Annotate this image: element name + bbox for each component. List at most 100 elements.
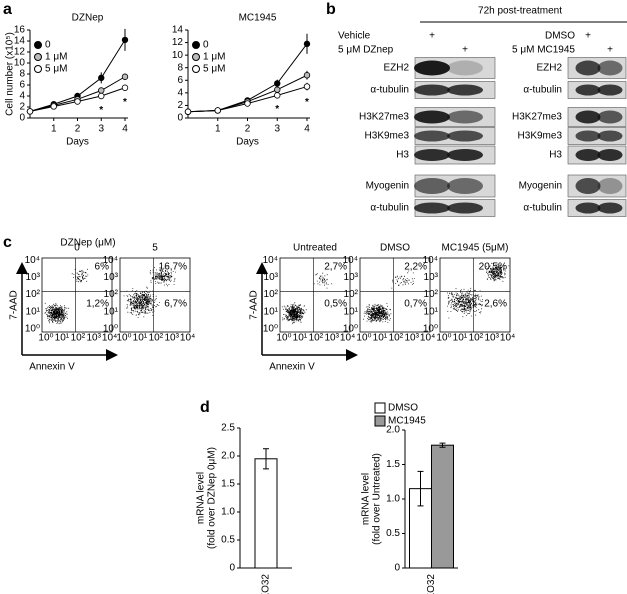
- flow-tick-label: 10²: [71, 333, 86, 344]
- annotation: *: [275, 104, 279, 115]
- blot-band: [575, 178, 601, 194]
- panel-label: b: [326, 1, 336, 18]
- blot-band: [414, 84, 450, 96]
- flow-tick-label: 10⁴: [263, 255, 278, 266]
- y-tick-label: 4: [177, 87, 183, 98]
- blot-band: [597, 110, 623, 124]
- annotation: *: [305, 97, 309, 108]
- blot-band: [414, 149, 450, 161]
- data-point: [274, 92, 281, 99]
- error-bar: [417, 470, 424, 507]
- protein-label: α-tubulin: [370, 85, 409, 96]
- y-tick-label: 2.0: [221, 451, 235, 462]
- flow-tick-label: 10⁰: [436, 333, 451, 344]
- protein-label: H3K27me3: [512, 112, 562, 123]
- blot-band: [447, 202, 483, 214]
- y-tick-label: 1.5: [221, 479, 235, 490]
- flow-tick-label: 10²: [469, 333, 484, 344]
- bar: [254, 458, 278, 569]
- condition-label: 5 μM DZnep: [338, 45, 394, 56]
- x-axis-label: Days: [66, 137, 89, 148]
- flow-tick-label: 10²: [104, 289, 119, 300]
- legend-label: 5 μM: [45, 64, 67, 75]
- flow-tick-label: 10²: [149, 333, 164, 344]
- bar: [431, 444, 454, 569]
- flow-tick-label: 10⁴: [180, 333, 195, 344]
- panel-label: a: [3, 1, 12, 18]
- error-bar: [439, 442, 446, 448]
- flow-tick-label: 10³: [325, 333, 340, 344]
- y-tick-label: 0: [177, 113, 183, 124]
- x-tick-label: 4: [304, 124, 310, 135]
- legend-marker: [192, 53, 200, 61]
- flow-tick-label: 10¹: [104, 306, 119, 317]
- blot-band: [447, 178, 483, 194]
- blot-band: [597, 60, 623, 76]
- blot-band: [447, 84, 483, 96]
- legend-marker: [192, 65, 200, 73]
- y-tick-label: 10: [172, 50, 184, 61]
- blot-band: [597, 84, 623, 96]
- flow-tick-label: 10⁴: [420, 333, 435, 344]
- blot-band: [597, 130, 623, 142]
- protein-label: α-tubulin: [523, 203, 562, 214]
- condition-label: 5 μM MC1945: [512, 45, 575, 56]
- y-tick-label: 12: [172, 37, 184, 48]
- x-tick-label: 2: [75, 124, 81, 135]
- protein-label: H3K27me3: [359, 112, 409, 123]
- blot-band: [575, 60, 601, 76]
- x-tick-label: 3: [274, 124, 280, 135]
- y-tick-label: 1.0: [221, 507, 235, 518]
- flow-plot: [41, 257, 113, 333]
- condition-label: Vehicle: [338, 31, 371, 42]
- flow-header: DZNep (μM): [60, 238, 115, 249]
- flow-tick-label: 10¹: [133, 333, 148, 344]
- protein-label: α-tubulin: [370, 203, 409, 214]
- x-axis-label: Days: [236, 137, 259, 148]
- protein-label: EZH2: [536, 63, 562, 74]
- flow-tick-label: 10²: [344, 289, 359, 300]
- blot-band: [575, 149, 601, 161]
- data-point: [184, 108, 192, 115]
- flow-tick-label: 10⁰: [343, 324, 358, 335]
- y-tick-label: 6: [19, 80, 25, 91]
- error-bar: [263, 448, 269, 470]
- plot-label: Untreated: [293, 243, 337, 254]
- event-dots: [44, 268, 89, 325]
- y-tick-label: 6: [177, 75, 183, 86]
- chart-title: DZNep: [72, 13, 104, 24]
- y-tick-label: 1.5: [386, 459, 400, 470]
- y-tick-label: 8: [177, 62, 183, 73]
- event-dots: [363, 270, 415, 323]
- data-point: [121, 73, 129, 80]
- y-tick-label: 14: [14, 36, 26, 47]
- quadrant-percent: 20,5%: [479, 262, 507, 273]
- y-tick-label: 0: [19, 113, 25, 124]
- flow-axis-label: 7-AAD: [249, 290, 260, 319]
- y-tick-label: 12: [14, 47, 26, 58]
- blot-band: [447, 60, 483, 76]
- blot-band: [414, 178, 450, 194]
- flow-tick-label: 10⁴: [340, 333, 355, 344]
- legend-label: MC1945: [388, 416, 426, 427]
- data-point: [274, 80, 281, 87]
- blot-band: [414, 60, 450, 76]
- flow-tick-label: 10²: [26, 289, 41, 300]
- blot-band: [575, 130, 601, 142]
- legend-marker: [34, 53, 42, 61]
- blot-band: [447, 130, 483, 142]
- flow-tick-label: 10²: [424, 289, 439, 300]
- data-point: [121, 84, 129, 91]
- flow-tick-label: 10⁰: [38, 333, 53, 344]
- protein-label: H3: [549, 150, 562, 161]
- flow-tick-label: 10¹: [264, 306, 279, 317]
- blot-band: [575, 202, 601, 214]
- legend-label: 1 μM: [203, 52, 225, 63]
- plot-label: DMSO: [380, 243, 410, 254]
- condition-label: DMSO: [545, 31, 575, 42]
- quadrant-percent: 0,5%: [324, 299, 347, 310]
- event-dots: [123, 266, 176, 318]
- blot-band: [414, 202, 450, 214]
- legend-label: 5 μM: [203, 64, 225, 75]
